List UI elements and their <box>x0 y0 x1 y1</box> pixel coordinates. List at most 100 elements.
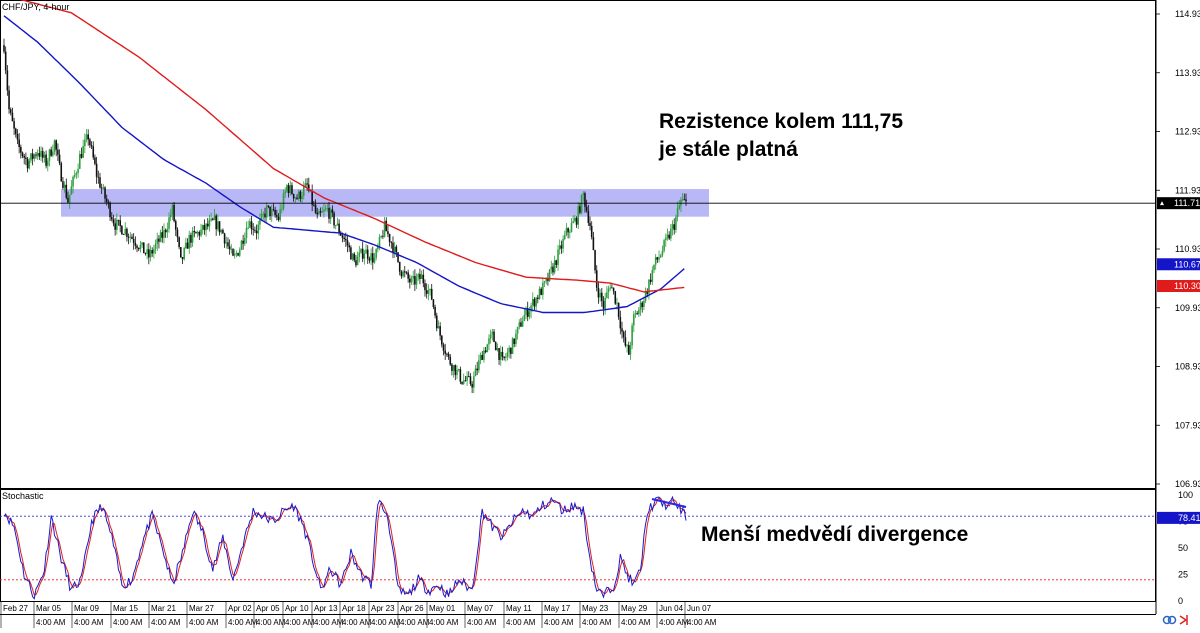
date-label: Apr 05 <box>256 604 280 613</box>
candle-body <box>144 253 147 254</box>
candle-body <box>38 153 41 157</box>
price-tick-label: 111.93 <box>1175 185 1200 195</box>
candle-body <box>148 249 150 258</box>
date-label: Mar 15 <box>113 604 138 613</box>
candle-body <box>328 207 330 219</box>
candle-body <box>446 353 448 355</box>
candle-body <box>676 208 679 218</box>
candle-body <box>631 325 633 346</box>
candle-body <box>95 163 98 177</box>
candle-body <box>567 228 569 233</box>
candle-body <box>634 313 637 315</box>
candle-body <box>218 221 221 233</box>
candle-body <box>419 274 421 279</box>
candle-body <box>142 242 145 254</box>
candle-body <box>382 235 384 237</box>
candle-body <box>584 193 586 207</box>
candle-body <box>146 249 148 254</box>
candle-body <box>287 185 290 194</box>
scroll-to-end-icon[interactable] <box>1179 615 1188 625</box>
candle-body <box>3 45 5 52</box>
candle-body <box>252 229 255 230</box>
candle-body <box>599 292 601 298</box>
candle-body <box>233 253 236 256</box>
candle-body <box>16 133 19 140</box>
candle-body <box>606 292 608 299</box>
candle-body <box>680 199 682 206</box>
candle-body <box>302 186 305 196</box>
time-label: 4:00 AM <box>506 618 536 627</box>
candle-body <box>457 369 460 370</box>
candle-body <box>174 221 177 230</box>
date-label: Apr 18 <box>342 604 366 613</box>
candle-body <box>361 248 364 259</box>
candle-body <box>543 281 546 283</box>
candle-body <box>158 238 160 242</box>
candle-body <box>590 225 593 238</box>
candle-body <box>346 240 349 246</box>
price-badge <box>1157 258 1200 271</box>
candle-body <box>550 266 553 270</box>
time-label: 4:00 AM <box>544 618 574 627</box>
candle-body <box>48 149 51 161</box>
candle-body <box>547 278 549 281</box>
price-badge-label: 110.67 <box>1174 259 1200 269</box>
candle-body <box>616 302 618 304</box>
candle-body <box>65 184 68 198</box>
candle-body <box>110 217 113 220</box>
candle-body <box>526 308 529 317</box>
candle-body <box>30 153 32 161</box>
divergence-arrow-icon <box>682 505 686 509</box>
candle-body <box>540 288 542 295</box>
candle-body <box>141 242 143 245</box>
candle-body <box>132 238 135 243</box>
candle-body <box>26 158 29 169</box>
candle-body <box>237 253 239 256</box>
candle-body <box>311 190 313 205</box>
candle-body <box>343 237 345 239</box>
candle-body <box>114 223 116 230</box>
candle-body <box>678 205 681 209</box>
candle-body <box>641 302 644 307</box>
stoch-tick-label: 25 <box>1178 570 1188 580</box>
candle-body <box>40 150 42 157</box>
candle-body <box>159 232 162 242</box>
candle-body <box>31 153 34 159</box>
time-label: 4:00 AM <box>621 618 651 627</box>
candle-body <box>659 255 662 258</box>
chart-title: CHF/JPY, 4-hour <box>2 2 69 12</box>
candle-body <box>432 299 435 307</box>
candle-body <box>112 219 115 224</box>
link-icon[interactable] <box>1162 615 1177 625</box>
candle-body <box>272 209 275 211</box>
candle-body <box>494 341 497 351</box>
candle-body <box>506 352 509 357</box>
candle-body <box>58 154 61 164</box>
candle-body <box>371 253 374 263</box>
candle-body <box>409 278 411 283</box>
candle-body <box>673 224 676 230</box>
date-label: Apr 23 <box>371 604 395 613</box>
candle-body <box>454 365 457 376</box>
candle-body <box>486 344 489 353</box>
candle-body <box>643 300 645 307</box>
candle-body <box>444 350 446 354</box>
candle-body <box>353 253 356 261</box>
candle-body <box>198 232 201 236</box>
candle-body <box>654 257 657 265</box>
candle-body <box>240 240 243 250</box>
candle-body <box>276 215 278 217</box>
candle-body <box>23 155 26 158</box>
candle-body <box>368 258 371 261</box>
candle-body <box>473 376 475 388</box>
candle-body <box>131 236 133 239</box>
candle-body <box>656 257 659 260</box>
candle-body <box>109 203 111 218</box>
candle-body <box>496 348 499 351</box>
candle-body <box>626 345 628 346</box>
candle-body <box>420 274 423 279</box>
candle-body <box>306 183 308 185</box>
candle-body <box>28 160 31 169</box>
candle-body <box>329 209 332 219</box>
candle-body <box>511 338 514 354</box>
